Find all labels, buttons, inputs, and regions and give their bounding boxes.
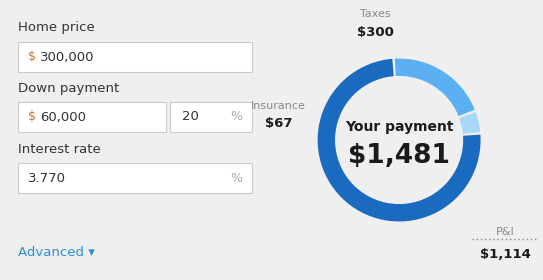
FancyBboxPatch shape <box>18 102 166 132</box>
FancyBboxPatch shape <box>18 163 252 193</box>
Text: Down payment: Down payment <box>18 82 119 95</box>
Wedge shape <box>459 112 480 134</box>
Text: Interest rate: Interest rate <box>18 143 101 156</box>
Text: Insurance: Insurance <box>251 101 306 111</box>
Text: 60,000: 60,000 <box>40 111 86 123</box>
Text: $300: $300 <box>357 26 394 39</box>
Text: $1,481: $1,481 <box>348 143 450 169</box>
Wedge shape <box>318 59 481 221</box>
Text: Your payment: Your payment <box>345 120 453 134</box>
Wedge shape <box>395 59 475 116</box>
Text: $: $ <box>28 111 36 123</box>
Text: 300,000: 300,000 <box>40 50 94 64</box>
FancyBboxPatch shape <box>18 42 252 72</box>
FancyBboxPatch shape <box>170 102 252 132</box>
Text: P&I: P&I <box>496 227 515 237</box>
Text: $1,114: $1,114 <box>480 248 531 261</box>
Text: 20: 20 <box>182 111 199 123</box>
Circle shape <box>336 77 463 203</box>
Text: %: % <box>230 111 242 123</box>
Text: Taxes: Taxes <box>359 9 390 19</box>
Text: 3.770: 3.770 <box>28 171 66 185</box>
Text: Advanced ▾: Advanced ▾ <box>18 246 95 258</box>
Text: $: $ <box>28 50 36 64</box>
Text: $67: $67 <box>264 117 292 130</box>
Text: %: % <box>230 171 242 185</box>
Text: Home price: Home price <box>18 21 94 34</box>
